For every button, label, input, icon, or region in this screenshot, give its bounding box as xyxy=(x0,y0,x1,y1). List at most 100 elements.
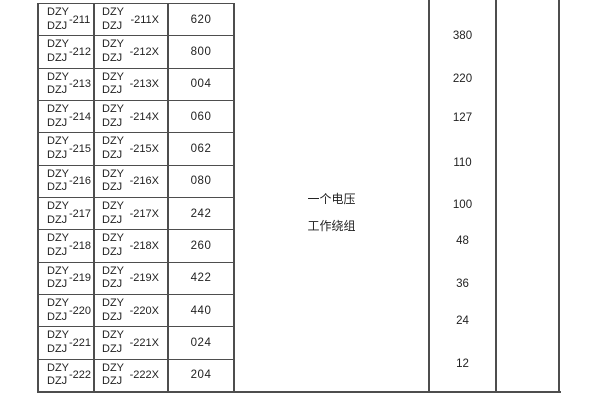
empty-column xyxy=(497,0,560,391)
model-base-cell: DZY DZJ -212 xyxy=(39,36,95,68)
model-variant-cell: DZY DZJ -218X xyxy=(95,230,169,262)
table-row: DZY DZJ -221 DZY DZJ -221X 024 xyxy=(39,327,235,360)
model-variant-suffix: -213X xyxy=(129,78,159,91)
model-prefix-bottom: DZJ xyxy=(102,245,123,258)
model-prefix-top: DZY xyxy=(47,232,69,245)
model-variant-cell: DZY DZJ -214X xyxy=(95,100,169,133)
table-row: DZY DZJ -217 DZY DZJ -217X 242 xyxy=(39,197,235,231)
model-prefix-stack: DZY DZJ xyxy=(47,362,69,389)
model-prefix-stack: DZY DZJ xyxy=(102,6,124,33)
model-prefix-top: DZY xyxy=(102,361,124,374)
code-cell: 242 xyxy=(169,197,235,230)
table-row: DZY DZJ -215 DZY DZJ -215X 062 xyxy=(39,133,235,166)
table-row: DZY DZJ -216 DZY DZJ -216X 080 xyxy=(39,165,235,198)
code-value: 060 xyxy=(190,110,212,123)
model-prefix-bottom: DZJ xyxy=(102,342,123,355)
model-variant-cell: DZY DZJ -221X xyxy=(95,327,169,359)
model-variant-suffix: -211X xyxy=(130,13,159,26)
model-prefix-bottom: DZJ xyxy=(47,310,68,323)
model-base-suffix: -217 xyxy=(69,207,92,220)
code-value: 242 xyxy=(190,207,212,220)
model-prefix-bottom: DZJ xyxy=(102,84,123,97)
voltage-column: 380 220 127 110 100 48 36 24 12 xyxy=(430,0,497,391)
model-variant-cell: DZY DZJ -220X xyxy=(95,294,169,327)
model-base-suffix: -221 xyxy=(69,336,92,349)
model-base-suffix: -218 xyxy=(69,239,92,252)
winding-description-cell: 一个电压 工作绕组 xyxy=(235,0,430,391)
model-base-suffix: -215 xyxy=(69,142,92,155)
model-prefix-bottom: DZJ xyxy=(102,375,123,388)
model-prefix-bottom: DZJ xyxy=(102,310,123,323)
model-prefix-stack: DZY DZJ xyxy=(47,71,69,98)
winding-line-1: 一个电压 xyxy=(307,192,356,206)
model-base-cell: DZY DZJ -216 xyxy=(39,165,95,197)
model-prefix-stack: DZY DZJ xyxy=(47,232,69,259)
model-variant-cell: DZY DZJ -211X xyxy=(95,4,169,36)
model-base-cell: DZY DZJ -220 xyxy=(39,294,95,327)
model-prefix-bottom: DZJ xyxy=(47,375,68,388)
model-prefix-top: DZY xyxy=(47,70,69,83)
model-prefix-top: DZY xyxy=(102,232,124,245)
voltage-value: 12 xyxy=(456,358,469,370)
voltage-value: 127 xyxy=(452,112,473,124)
model-base-suffix: -216 xyxy=(69,175,92,188)
code-value: 004 xyxy=(190,78,212,91)
code-cell: 260 xyxy=(169,230,235,262)
model-variant-suffix: -215X xyxy=(129,142,159,155)
model-prefix-stack: DZY DZJ xyxy=(102,232,124,259)
voltage-value: 110 xyxy=(453,157,472,169)
model-prefix-stack: DZY DZJ xyxy=(102,329,124,356)
model-variant-suffix: -214X xyxy=(129,110,159,123)
model-base-cell: DZY DZJ -211 xyxy=(39,4,95,36)
model-prefix-bottom: DZJ xyxy=(47,148,68,161)
model-prefix-top: DZY xyxy=(102,6,124,19)
model-base-cell: DZY DZJ -218 xyxy=(39,230,95,262)
model-prefix-bottom: DZJ xyxy=(102,19,123,32)
code-cell: 062 xyxy=(169,133,235,165)
model-prefix-bottom: DZJ xyxy=(47,342,68,355)
model-prefix-top: DZY xyxy=(102,297,124,310)
model-prefix-top: DZY xyxy=(47,135,69,148)
model-base-cell: DZY DZJ -215 xyxy=(39,133,95,165)
model-variant-suffix: -216X xyxy=(129,175,159,188)
model-prefix-top: DZY xyxy=(102,103,124,116)
model-prefix-stack: DZY DZJ xyxy=(102,168,124,195)
model-base-cell: DZY DZJ -221 xyxy=(39,327,95,359)
model-prefix-stack: DZY DZJ xyxy=(102,135,124,162)
model-prefix-top: DZY xyxy=(47,6,69,19)
model-prefix-stack: DZY DZJ xyxy=(102,71,124,98)
code-cell: 440 xyxy=(169,294,235,327)
model-prefix-top: DZY xyxy=(47,264,69,277)
model-prefix-top: DZY xyxy=(47,167,69,180)
model-variant-suffix: -212X xyxy=(129,45,159,58)
voltage-value: 36 xyxy=(456,278,469,290)
table-row: DZY DZJ -214 DZY DZJ -214X 060 xyxy=(39,100,235,134)
model-base-cell: DZY DZJ -219 xyxy=(39,262,95,294)
voltage-value: 100 xyxy=(452,199,473,211)
model-prefix-bottom: DZJ xyxy=(47,51,68,64)
model-prefix-top: DZY xyxy=(102,329,124,342)
model-variant-cell: DZY DZJ -212X xyxy=(95,36,169,68)
model-prefix-top: DZY xyxy=(47,38,69,51)
table-row: DZY DZJ -220 DZY DZJ -220X 440 xyxy=(39,294,235,328)
table-bottom-border xyxy=(37,391,561,393)
model-prefix-stack: DZY DZJ xyxy=(102,362,124,389)
model-variant-suffix: -218X xyxy=(129,239,159,252)
model-prefix-top: DZY xyxy=(102,135,124,148)
model-variant-cell: DZY DZJ -219X xyxy=(95,262,169,294)
model-base-suffix: -211 xyxy=(69,13,91,26)
model-prefix-top: DZY xyxy=(47,329,69,342)
model-prefix-bottom: DZJ xyxy=(102,51,123,64)
model-prefix-stack: DZY DZJ xyxy=(102,200,124,227)
model-prefix-top: DZY xyxy=(47,361,69,374)
winding-description-text: 一个电压 工作绕组 xyxy=(235,186,428,240)
model-prefix-top: DZY xyxy=(102,70,124,83)
code-value: 062 xyxy=(190,142,212,155)
model-prefix-bottom: DZJ xyxy=(47,19,68,32)
model-prefix-bottom: DZJ xyxy=(47,278,68,291)
table-row: DZY DZJ -211 DZY DZJ -211X 620 xyxy=(39,4,235,37)
model-prefix-stack: DZY DZJ xyxy=(47,38,69,65)
table-row: DZY DZJ -222 DZY DZJ -222X 204 xyxy=(39,359,235,391)
model-table: DZY DZJ -211 DZY DZJ -211X 620 xyxy=(37,3,235,391)
